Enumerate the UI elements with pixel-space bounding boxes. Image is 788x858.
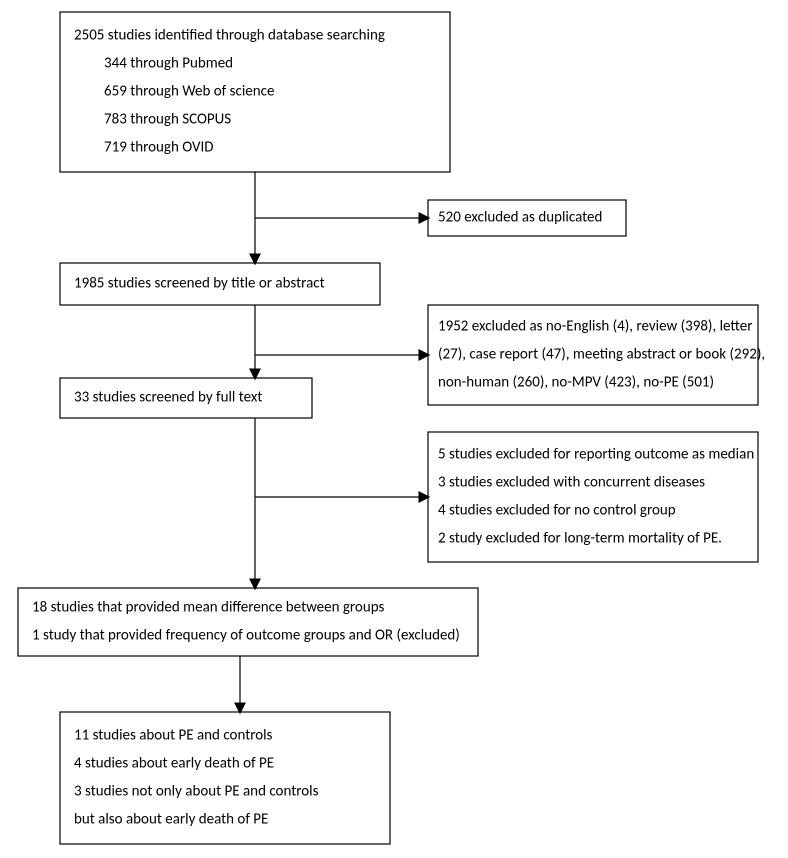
connector-2 bbox=[255, 418, 428, 588]
box-final: 11 studies about PE and controls 4 studie… bbox=[60, 712, 390, 844]
box-identification-line: 719 through OVID bbox=[104, 139, 213, 157]
box-excluded_full-line: 4 studies excluded for no control group bbox=[438, 502, 676, 520]
box-screened_full-line: 33 studies screened by full text bbox=[74, 389, 262, 407]
box-excluded_full-line: 5 studies excluded for reporting outcome… bbox=[438, 446, 754, 464]
box-identification-line: 344 through Pubmed bbox=[104, 55, 233, 73]
box-included-line: 18 studies that provided mean difference… bbox=[32, 599, 385, 617]
flowchart: 2505 studies identified through database… bbox=[0, 0, 788, 858]
box-identification-line: 783 through SCOPUS bbox=[104, 111, 231, 129]
box-included: 18 studies that provided mean difference… bbox=[18, 588, 478, 656]
box-excluded_1952-line: 1952 excluded as no-English (4), review … bbox=[438, 318, 752, 336]
box-identification: 2505 studies identified through database… bbox=[60, 12, 450, 172]
box-excluded_1952-line: non-human (260), no-MPV (423), no-PE (50… bbox=[438, 374, 714, 392]
box-included-line: 1 study that provided frequency of outco… bbox=[32, 627, 460, 645]
connector-0 bbox=[255, 172, 428, 263]
box-final-line: 4 studies about early death of PE bbox=[74, 755, 274, 773]
box-final-line: 11 studies about PE and controls bbox=[74, 727, 273, 745]
box-final-line: but also about early death of PE bbox=[74, 811, 268, 829]
box-identification-line: 659 through Web of science bbox=[104, 83, 274, 101]
box-excluded_full-line: 2 study excluded for long-term mortality… bbox=[438, 530, 722, 548]
box-excluded_1952: 1952 excluded as no-English (4), review … bbox=[428, 305, 765, 405]
box-screened_title: 1985 studies screened by title or abstra… bbox=[60, 263, 380, 305]
box-dup_excluded: 520 excluded as duplicated bbox=[428, 200, 626, 236]
box-excluded_full-line: 3 studies excluded with concurrent disea… bbox=[438, 474, 705, 492]
box-screened_full: 33 studies screened by full text bbox=[60, 378, 312, 418]
box-final-line: 3 studies not only about PE and controls bbox=[74, 783, 319, 801]
connector-1 bbox=[255, 305, 428, 378]
box-excluded_1952-line: (27), case report (47), meeting abstract… bbox=[438, 346, 765, 364]
box-excluded_full: 5 studies excluded for reporting outcome… bbox=[428, 432, 758, 562]
box-dup_excluded-line: 520 excluded as duplicated bbox=[438, 209, 602, 227]
box-identification-line: 2505 studies identified through database… bbox=[74, 27, 385, 45]
box-screened_title-line: 1985 studies screened by title or abstra… bbox=[74, 275, 325, 293]
